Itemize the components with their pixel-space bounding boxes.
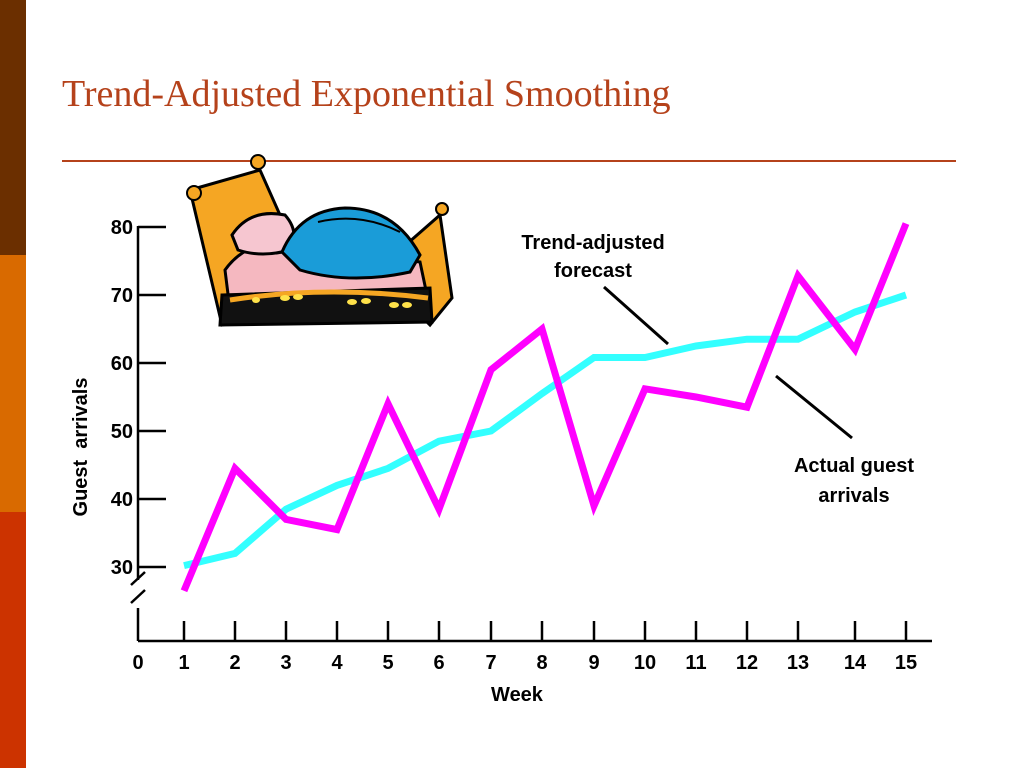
x-tick-label: 2: [229, 652, 240, 674]
bed-clipart: [186, 154, 454, 328]
x-tick-label: 14: [844, 652, 867, 674]
y-tick-label: 50: [111, 421, 133, 443]
series-line-forecast: [183, 291, 908, 570]
series-line-actual: [180, 222, 910, 593]
annotation-forecast-line-2: forecast: [554, 260, 632, 282]
axes: [130, 226, 932, 643]
y-tick-label: 30: [111, 557, 133, 579]
y-tick-label: 80: [111, 217, 133, 239]
x-tick-label: 10: [634, 652, 656, 674]
side-bar-segment-top: [0, 0, 26, 255]
annotation-actual-leader: [775, 374, 853, 440]
x-tick-label: 9: [588, 652, 599, 674]
annotation-forecast-leader: [603, 285, 669, 346]
y-axis-label: Guest arrivals: [70, 378, 92, 517]
annotation-actual: Actual guest arrivals: [775, 374, 914, 507]
annotation-actual-line-1: Actual guest: [794, 455, 914, 477]
axis-break-mark-1: [130, 571, 146, 586]
x-tick-label: 11: [685, 652, 706, 674]
x-tick-label: 8: [536, 652, 547, 674]
axis-break-mark-2: [130, 589, 146, 604]
y-ticks: 30 40 50 60 70 80: [111, 217, 166, 579]
y-tick-label: 60: [111, 353, 133, 375]
x-tick-label: 0: [132, 652, 143, 674]
title-divider: [62, 160, 956, 162]
side-bar-segment-middle: [0, 255, 26, 512]
x-tick-label: 1: [178, 652, 189, 674]
x-tick-label: 12: [736, 652, 758, 674]
x-tick-label: 15: [895, 652, 917, 674]
y-tick-label: 40: [111, 489, 133, 511]
x-tick-label: 13: [787, 652, 809, 674]
annotation-forecast-line-1: Trend-adjusted: [521, 232, 664, 254]
x-tick-label: 7: [485, 652, 496, 674]
series-layer: [180, 222, 910, 593]
y-tick-label: 70: [111, 285, 133, 307]
x-axis-label: Week: [491, 684, 544, 706]
annotation-actual-line-2: arrivals: [818, 485, 889, 507]
x-tick-label: 6: [433, 652, 444, 674]
x-tick-label: 4: [331, 652, 343, 674]
side-color-bar: [0, 0, 26, 768]
x-tick-label: 5: [382, 652, 393, 674]
x-ticks: 0 1 2 3 4 5 6 7 8 9 10 11 12 13 14 15: [132, 621, 917, 674]
side-bar-segment-bottom: [0, 512, 26, 768]
x-tick-label: 3: [280, 652, 291, 674]
annotation-forecast: Trend-adjusted forecast: [521, 232, 669, 346]
slide-title: Trend-Adjusted Exponential Smoothing: [62, 73, 671, 115]
